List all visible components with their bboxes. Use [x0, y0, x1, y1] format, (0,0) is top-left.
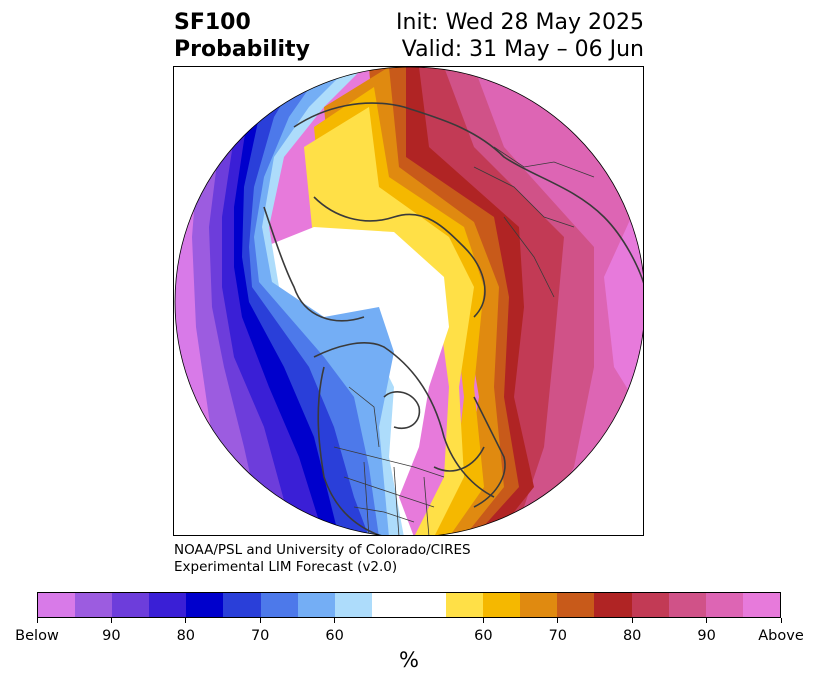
- title-variable: SF100: [174, 10, 251, 35]
- north-pole-marker: [402, 295, 416, 309]
- colorbar-segment: [112, 593, 150, 617]
- map-boundary: [174, 67, 643, 535]
- colorbar-segment: [334, 593, 372, 617]
- colorbar-tick-label: 70: [250, 628, 270, 644]
- colorbar-unit-label: %: [399, 648, 419, 672]
- colorbar-tick-label: 70: [548, 628, 568, 644]
- forecast-dates: Init: Wed 28 May 2025 Valid: 31 May – 06…: [396, 9, 644, 63]
- colorbar-tick-label: Below: [15, 628, 59, 644]
- map-title: SF100 Probability: [174, 9, 310, 63]
- colorbar-segment: [38, 593, 76, 617]
- colorbar-segment: [446, 593, 484, 617]
- colorbar-tick: [557, 618, 559, 623]
- colorbar-tick: [482, 618, 484, 623]
- colorbar-segment: [75, 593, 113, 617]
- colorbar-tick-label: 90: [697, 628, 716, 644]
- colorbar-segment: [297, 593, 335, 617]
- colorbar-tick: [185, 618, 187, 623]
- probability-colorbar: [37, 592, 781, 618]
- colorbar-segment: [742, 593, 780, 617]
- colorbar-tick: [334, 618, 336, 623]
- colorbar-segment: [371, 593, 447, 617]
- probability-map: [173, 66, 644, 536]
- colorbar-segment: [631, 593, 669, 617]
- colorbar-segment: [186, 593, 224, 617]
- colorbar-tick: [631, 618, 633, 623]
- colorbar-tick-label: 90: [102, 628, 121, 644]
- colorbar-tick-label: 80: [176, 628, 196, 644]
- political-borders: [333, 146, 595, 535]
- coastlines: [263, 102, 643, 535]
- colorbar-segment: [705, 593, 743, 617]
- colorbar-tick: [259, 618, 261, 623]
- credit-line-2: Experimental LIM Forecast (v2.0): [174, 559, 398, 575]
- valid-period-label: Valid: 31 May – 06 Jun: [401, 37, 644, 62]
- colorbar-tick-label: 80: [622, 628, 642, 644]
- colorbar-tick-label: Above: [758, 628, 804, 644]
- init-date-label: Init: Wed 28 May 2025: [396, 10, 644, 35]
- colorbar-segment: [223, 593, 261, 617]
- title-subtitle: Probability: [174, 37, 310, 62]
- colorbar-segment: [520, 593, 558, 617]
- colorbar-segment: [557, 593, 595, 617]
- polar-map-svg: [174, 67, 643, 535]
- colorbar-ticks: [36, 618, 782, 626]
- colorbar-tick: [706, 618, 708, 623]
- colorbar-tick: [780, 618, 782, 623]
- data-credit: NOAA/PSL and University of Colorado/CIRE…: [174, 542, 471, 576]
- colorbar-segment: [483, 593, 521, 617]
- credit-line-1: NOAA/PSL and University of Colorado/CIRE…: [174, 542, 471, 558]
- colorbar-segment: [149, 593, 187, 617]
- colorbar-tick-label: 60: [325, 628, 344, 644]
- colorbar-segment: [594, 593, 632, 617]
- colorbar-tick: [36, 618, 38, 623]
- colorbar-segment: [668, 593, 706, 617]
- colorbar-tick-label: 60: [474, 628, 493, 644]
- colorbar-tick: [110, 618, 112, 623]
- colorbar-segment: [260, 593, 298, 617]
